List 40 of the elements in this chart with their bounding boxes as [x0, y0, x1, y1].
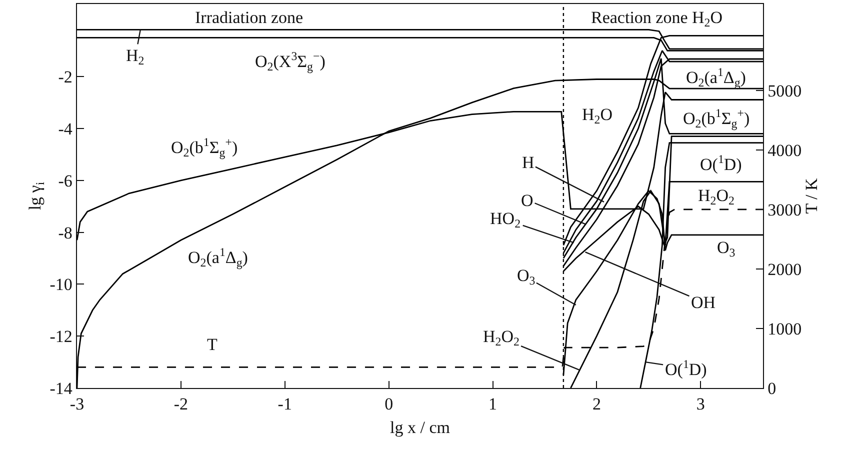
x-tick-label: 3 [696, 394, 705, 414]
annotation: O [521, 191, 534, 210]
y2-tick-label: 4000 [768, 140, 802, 160]
annotation: O($^{1}$D) [700, 152, 742, 174]
y2-axis-title: T / K [802, 177, 821, 214]
y-tick-label: -4 [58, 119, 73, 138]
annotation: O$_{2}$(b$^{1}$Σ$_{g}$$^{+}$) [683, 106, 750, 131]
annotation: O$_{3}$ [517, 266, 536, 288]
annotation: H$_{2}$ [126, 46, 144, 68]
annotation: T [207, 335, 218, 354]
annotation: H$_{2}$O$_{2}$ [698, 186, 735, 208]
y2-tick-label: 0 [768, 378, 776, 398]
annotation: O($^{1}$D) [665, 357, 707, 380]
x-tick-label: 2 [592, 394, 601, 414]
annotation: O$_{3}$ [717, 238, 736, 260]
annotation: H [522, 153, 534, 172]
annotation: Irradiation zone [195, 8, 304, 27]
y2-tick-label: 3000 [768, 200, 802, 220]
annotation: HO$_{2}$ [490, 209, 521, 231]
y2-tick-label: 2000 [768, 260, 802, 279]
annotation: O$_{2}$(b$^{1}$Σ$_{g}$$^{+}$) [171, 135, 238, 160]
y2-tick-label: 5000 [768, 81, 802, 100]
y-tick-label: -8 [58, 223, 72, 242]
x-tick-label: -1 [278, 394, 292, 414]
x-tick-label: 1 [488, 394, 498, 414]
y-tick-label: -6 [58, 171, 72, 190]
annotation: H$_{2}$O [582, 105, 613, 127]
annotation: Reaction zone H$_{2}$O [591, 8, 723, 30]
x-axis-title: lg x / cm [390, 418, 450, 437]
y-tick-label: -12 [50, 327, 72, 346]
x-tick-label: -2 [174, 394, 188, 414]
annotation: H$_{2}$O$_{2}$ [483, 327, 520, 349]
y-tick-label: -10 [50, 275, 72, 294]
annotation: O$_{2}$(a$^{1}$Δ$_{g}$) [686, 65, 746, 90]
annotation: O$_{2}$(X$^{3}$Σ$_{g}$$^{−}$) [255, 49, 326, 74]
x-tick-label: 0 [384, 394, 394, 414]
y2-tick-label: 1000 [768, 319, 802, 338]
annotation: OH [691, 293, 716, 312]
y-tick-label: -2 [58, 68, 72, 87]
annotation: O$_{2}$(a$^{1}$Δ$_{g}$) [188, 245, 248, 270]
